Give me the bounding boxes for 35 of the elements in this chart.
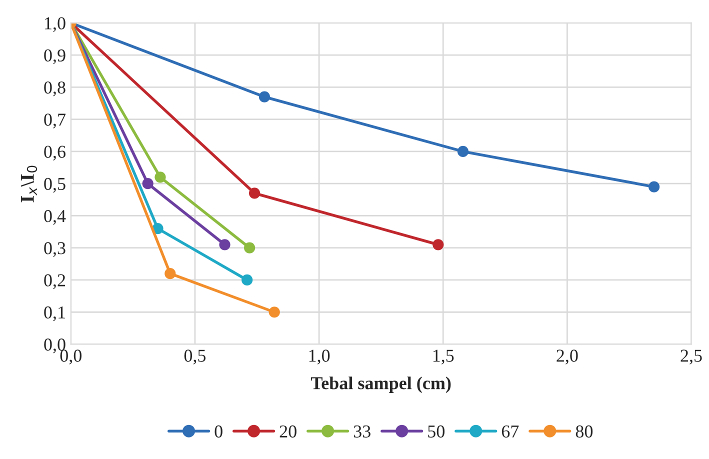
point [432,239,444,250]
point [219,239,230,250]
legend-label: 33 [354,425,370,438]
legend-label: 80 [576,425,593,438]
y-tick-label: 0,8 [44,81,66,96]
y-tick-label: 0,9 [44,49,66,64]
y-tick-label: 0,1 [44,306,65,322]
y-axis-title: I$_{x}$\I$_{0}$ [20,166,38,202]
y-tick-label: 1,0 [45,17,66,32]
y-tick-label: 0,3 [44,242,66,257]
y-tick-label: 0,5 [44,178,66,193]
legend-label: 67 [502,425,519,438]
point [154,172,166,183]
x-tick-label: 1,0 [309,350,330,364]
legend-label: 20 [280,425,296,438]
point [164,268,176,280]
y-tick-label: 0,7 [44,114,66,128]
point [242,274,253,286]
point [268,306,280,318]
point [648,181,660,192]
legend-label: 0 [214,425,222,438]
point [142,178,154,190]
y-tick-label: 0,4 [44,210,66,225]
legend-label: 50 [428,425,444,438]
point [457,146,469,158]
x-tick-label: 2,0 [556,350,578,364]
x-tick-label: 0,5 [184,350,206,364]
x-tick-label: 2,5 [680,350,702,364]
x-tick-label: 1,5 [433,350,454,364]
y-tick-label: 0,6 [44,146,66,161]
y-tick-label: 0,2 [44,274,66,290]
x-axis-title: Tebal sampel (cm) [310,376,451,393]
point [258,91,270,102]
point [244,242,256,254]
point [248,188,260,199]
